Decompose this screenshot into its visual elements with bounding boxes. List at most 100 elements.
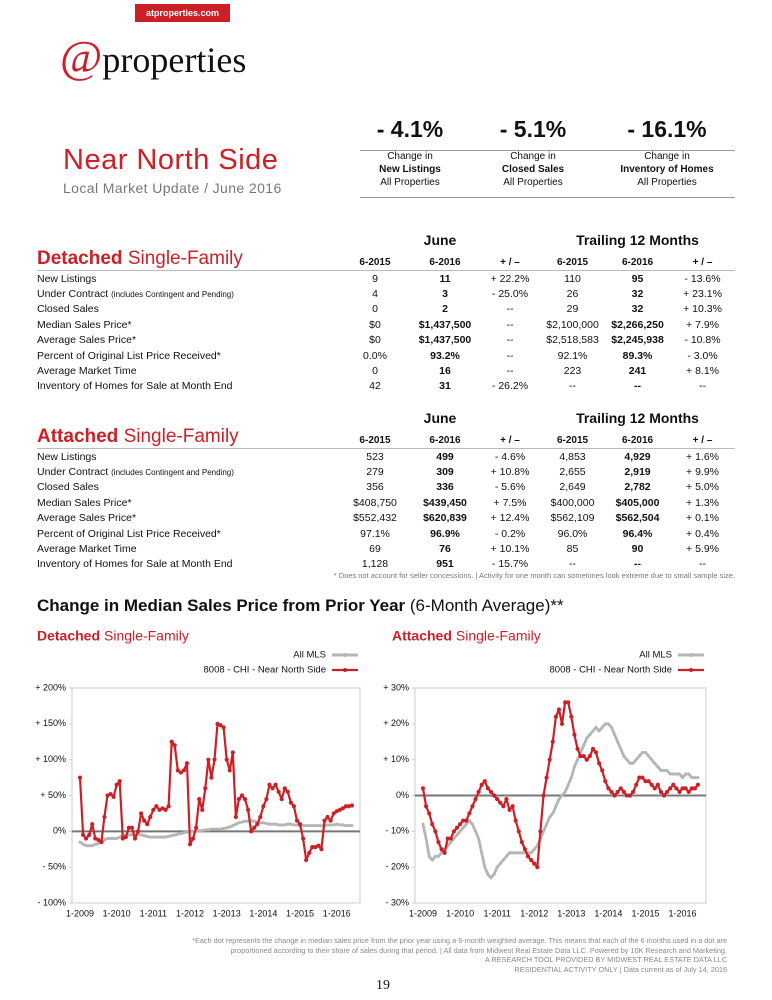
data-point <box>289 822 293 826</box>
data-point <box>197 829 201 833</box>
summary-item: - 5.1% Change in Closed Sales All Propertie… <box>475 116 591 189</box>
column-header: 6-2016 <box>605 426 671 449</box>
data-point <box>582 743 586 747</box>
data-point <box>200 829 204 833</box>
data-point <box>264 821 268 825</box>
data-point <box>326 823 330 827</box>
url-badge[interactable]: atproperties.com <box>135 4 230 22</box>
table-cell: - 4.6% <box>494 450 526 463</box>
data-point <box>185 830 189 834</box>
data-point <box>184 761 190 766</box>
data-point <box>665 768 669 772</box>
table-row: Percent of Original List Price Received*… <box>37 348 735 363</box>
data-point <box>581 753 586 759</box>
table-cell: 97.1% <box>360 527 390 540</box>
data-point <box>584 757 589 762</box>
data-point <box>569 776 573 780</box>
y-tick-label: + 20% <box>383 718 409 728</box>
data-point <box>127 833 131 837</box>
data-point <box>482 779 487 784</box>
footer-line: *Each dot represents the change in media… <box>192 936 727 945</box>
data-point <box>544 775 549 780</box>
data-point <box>282 786 287 791</box>
table-cell: 356 <box>366 481 384 494</box>
x-tick-label: 1-2014 <box>594 908 622 918</box>
table-cell: + 12.4% <box>490 512 530 525</box>
table-cell: $2,518,583 <box>546 334 599 347</box>
data-point <box>242 796 248 802</box>
data-point <box>690 776 694 780</box>
data-point <box>516 829 521 834</box>
x-tick-label: 1-2011 <box>483 908 510 918</box>
data-point <box>563 790 567 794</box>
data-point <box>541 793 546 798</box>
table-note: * Does not account for seller concession… <box>333 571 735 580</box>
report-subtitle: Local Market Update / June 2016 <box>63 180 282 196</box>
table-cell: 90 <box>631 543 644 556</box>
data-point <box>619 747 623 751</box>
data-point <box>498 800 503 805</box>
table-row: Inventory of Homes for Sale at Month End… <box>37 379 735 394</box>
data-point <box>139 811 144 816</box>
data-point <box>243 819 247 823</box>
data-point <box>255 822 260 827</box>
data-point <box>674 786 679 791</box>
data-point <box>343 804 348 809</box>
data-point <box>310 824 314 828</box>
data-point <box>190 836 196 841</box>
row-label-text: Closed Sales <box>37 303 99 316</box>
data-point <box>154 804 159 809</box>
data-point <box>683 786 688 791</box>
y-tick-label: + 50% <box>40 790 66 800</box>
data-point <box>677 772 681 776</box>
row-label-text: New Listings <box>37 450 97 463</box>
data-point <box>662 768 666 772</box>
data-point <box>640 751 644 754</box>
data-point <box>436 839 441 845</box>
data-point <box>310 845 315 850</box>
data-point <box>329 823 333 827</box>
table-cell: $562,109 <box>550 512 595 525</box>
data-point <box>157 835 161 839</box>
table-cell: -- <box>699 558 707 571</box>
data-point <box>665 789 670 795</box>
data-point <box>612 793 617 798</box>
data-point <box>307 850 312 855</box>
data-point <box>545 822 549 826</box>
table-cell: 2,782 <box>624 481 651 494</box>
data-point <box>123 834 128 840</box>
row-label: Under Contract (includes Contingent and … <box>37 286 340 301</box>
row-label-text: Percent of Original List Price Received* <box>37 527 221 540</box>
data-table: June Trailing 12 Months Detached Single-Fa… <box>37 228 736 394</box>
summary-line: Closed Sales <box>501 164 565 175</box>
data-point <box>178 770 183 775</box>
data-point <box>655 782 660 787</box>
data-point <box>423 804 429 809</box>
data-point <box>277 823 281 827</box>
table-cell: + 9.9% <box>686 466 719 479</box>
data-point <box>267 782 272 787</box>
legend-label: 8008 - CHI - Near North Side <box>204 665 327 676</box>
section-title-main: Change in Median Sales Price from Prior … <box>37 596 406 615</box>
data-point <box>90 844 94 848</box>
table-cell: 4,853 <box>559 450 586 463</box>
row-label: Inventory of Homes for Sale at Month End <box>37 557 340 572</box>
data-point <box>258 821 262 825</box>
data-point <box>436 854 440 858</box>
data-point <box>514 851 518 855</box>
data-point <box>280 823 284 827</box>
data-point <box>297 822 303 827</box>
y-tick-label: 0% <box>396 790 409 800</box>
data-point <box>554 804 558 808</box>
data-point <box>440 851 444 855</box>
data-point <box>696 776 700 780</box>
data-point <box>677 789 682 795</box>
row-label: Percent of Original List Price Received* <box>37 526 340 541</box>
group-label: June <box>423 232 457 248</box>
data-point <box>692 786 698 791</box>
data-point <box>118 835 122 839</box>
table-cell: 951 <box>436 558 454 571</box>
data-point <box>151 835 155 839</box>
data-point <box>606 722 610 726</box>
table-title-bold: Attached <box>37 426 119 447</box>
